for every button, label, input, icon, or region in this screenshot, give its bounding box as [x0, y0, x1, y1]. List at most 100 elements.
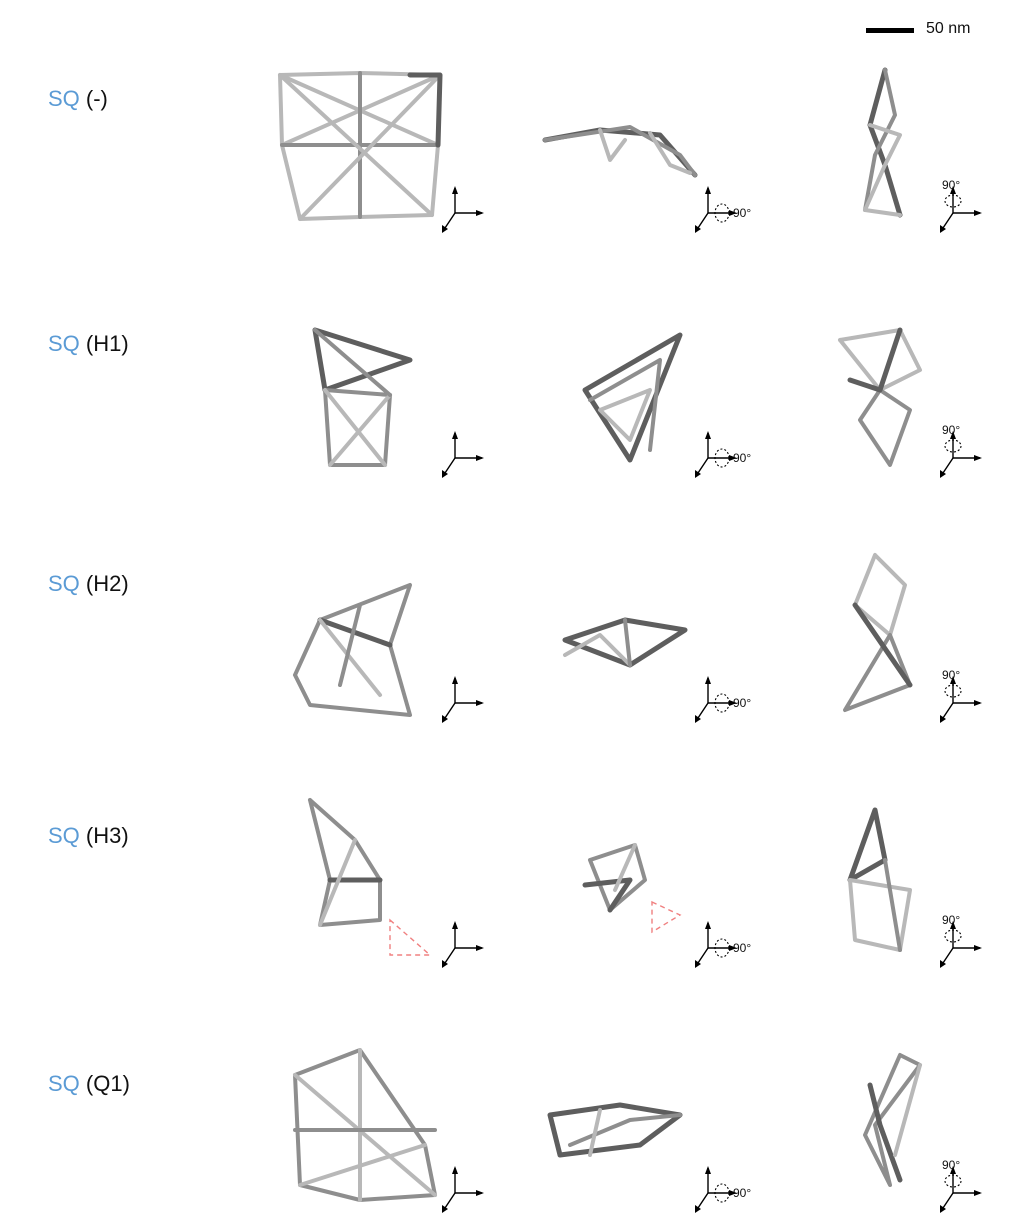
- arrow-head-icon: [950, 1166, 956, 1174]
- structure-render-view-2: [582, 332, 683, 463]
- strut: [863, 68, 897, 212]
- rotation-arrow-icon: [714, 693, 730, 713]
- arrow-head-icon: [705, 1166, 711, 1174]
- arrow-head-icon: [950, 431, 956, 439]
- strut: [852, 602, 913, 688]
- arrow-head-icon: [940, 225, 946, 233]
- axis-indicator: [442, 186, 484, 233]
- strut: [623, 618, 632, 667]
- rotation-arrow-icon: [714, 938, 730, 958]
- strut: [863, 123, 902, 217]
- structure-render-view-2: [582, 843, 647, 913]
- arrow-head-icon: [705, 676, 711, 684]
- rotation-label: 90°: [942, 423, 960, 437]
- arrow-head-icon: [442, 715, 448, 723]
- row-label-suffix: (H3): [79, 823, 129, 848]
- arrow-head-icon: [695, 1205, 701, 1213]
- arrow-head-icon: [729, 945, 737, 951]
- strut: [323, 388, 387, 467]
- rotation-label: 90°: [733, 451, 751, 465]
- strut: [867, 1082, 903, 1183]
- axis-indicator: [442, 676, 484, 723]
- arrow-head-icon: [476, 210, 484, 216]
- axis-indicator: [442, 431, 484, 478]
- row-label: SQ (H3): [48, 823, 129, 849]
- arrow-head-icon: [442, 1205, 448, 1213]
- strut: [847, 327, 903, 393]
- row-label-prefix: SQ: [48, 331, 80, 356]
- row-label: SQ (-): [48, 86, 108, 112]
- structure-views: 90° 90°: [293, 1048, 982, 1213]
- highlight-triangle: [389, 918, 432, 956]
- structure-render-view-3: [843, 553, 913, 712]
- structure-row: SQ (H3) 90° 90°: [0, 780, 1024, 980]
- structure-render-view-2: [547, 1102, 683, 1158]
- strut: [312, 327, 413, 393]
- rotation-arrow-icon: [944, 929, 962, 943]
- arrow-head-icon: [476, 945, 484, 951]
- strut: [648, 131, 692, 175]
- rotation-arrow-icon: [944, 194, 962, 208]
- structure-row: SQ (H2) 90° 90°: [0, 535, 1024, 735]
- rotation-label: 90°: [733, 941, 751, 955]
- rotation-label: 90°: [733, 1186, 751, 1200]
- arrow-head-icon: [442, 960, 448, 968]
- arrow-head-icon: [940, 1205, 946, 1213]
- structure-render-view-3: [838, 327, 922, 467]
- axis-indicator: 90°: [695, 676, 751, 723]
- row-label-prefix: SQ: [48, 823, 80, 848]
- strut: [313, 328, 392, 397]
- arrow-head-icon: [476, 1190, 484, 1196]
- structure-views: 90° 90°: [293, 553, 982, 723]
- structure-row: SQ (H1) 90° 90°: [0, 290, 1024, 490]
- strut: [863, 1053, 922, 1187]
- arrow-head-icon: [695, 470, 701, 478]
- strut: [298, 73, 442, 221]
- strut: [588, 843, 647, 912]
- rotation-arrow-icon: [714, 1183, 730, 1203]
- structure-row: SQ (Q1) 90° 90°: [0, 1025, 1024, 1225]
- strut: [293, 583, 412, 717]
- arrow-head-icon: [452, 676, 458, 684]
- arrow-head-icon: [974, 455, 982, 461]
- arrow-head-icon: [950, 676, 956, 684]
- arrow-head-icon: [705, 921, 711, 929]
- strut: [298, 1143, 427, 1187]
- strut: [278, 73, 434, 217]
- arrow-head-icon: [940, 715, 946, 723]
- strut: [562, 617, 688, 668]
- row-label-suffix: (Q1): [79, 1071, 130, 1096]
- axis-indicator: 90°: [695, 921, 751, 968]
- arrow-head-icon: [974, 700, 982, 706]
- axis-indicator: 90°: [695, 1166, 751, 1213]
- rotation-label: 90°: [733, 206, 751, 220]
- rotation-arrow-icon: [944, 439, 962, 453]
- strut: [883, 858, 902, 952]
- arrow-head-icon: [940, 470, 946, 478]
- axis-indicator: 90°: [940, 913, 982, 968]
- axis-indicator: 90°: [940, 1158, 982, 1213]
- rotation-label: 90°: [942, 1158, 960, 1172]
- rotation-label: 90°: [942, 668, 960, 682]
- row-label-suffix: (H1): [79, 331, 129, 356]
- structure-views: 90° 90°: [278, 67, 982, 233]
- strut: [598, 128, 627, 162]
- arrow-head-icon: [729, 455, 737, 461]
- arrow-head-icon: [974, 945, 982, 951]
- axis-indicator: 90°: [940, 423, 982, 478]
- strut: [588, 358, 662, 452]
- scale-bar-line: [866, 28, 914, 33]
- strut: [858, 388, 912, 467]
- row-label: SQ (H2): [48, 571, 129, 597]
- rotation-label: 90°: [942, 913, 960, 927]
- arrow-head-icon: [476, 455, 484, 461]
- strut: [893, 1063, 922, 1157]
- arrow-head-icon: [442, 470, 448, 478]
- axis-indicator: 90°: [695, 431, 751, 478]
- rotation-arrow-icon: [944, 684, 962, 698]
- strut: [843, 633, 912, 712]
- strut: [848, 878, 912, 952]
- strut: [867, 67, 903, 218]
- structure-render-view-1: [308, 798, 383, 927]
- structure-render-view-3: [863, 1053, 922, 1187]
